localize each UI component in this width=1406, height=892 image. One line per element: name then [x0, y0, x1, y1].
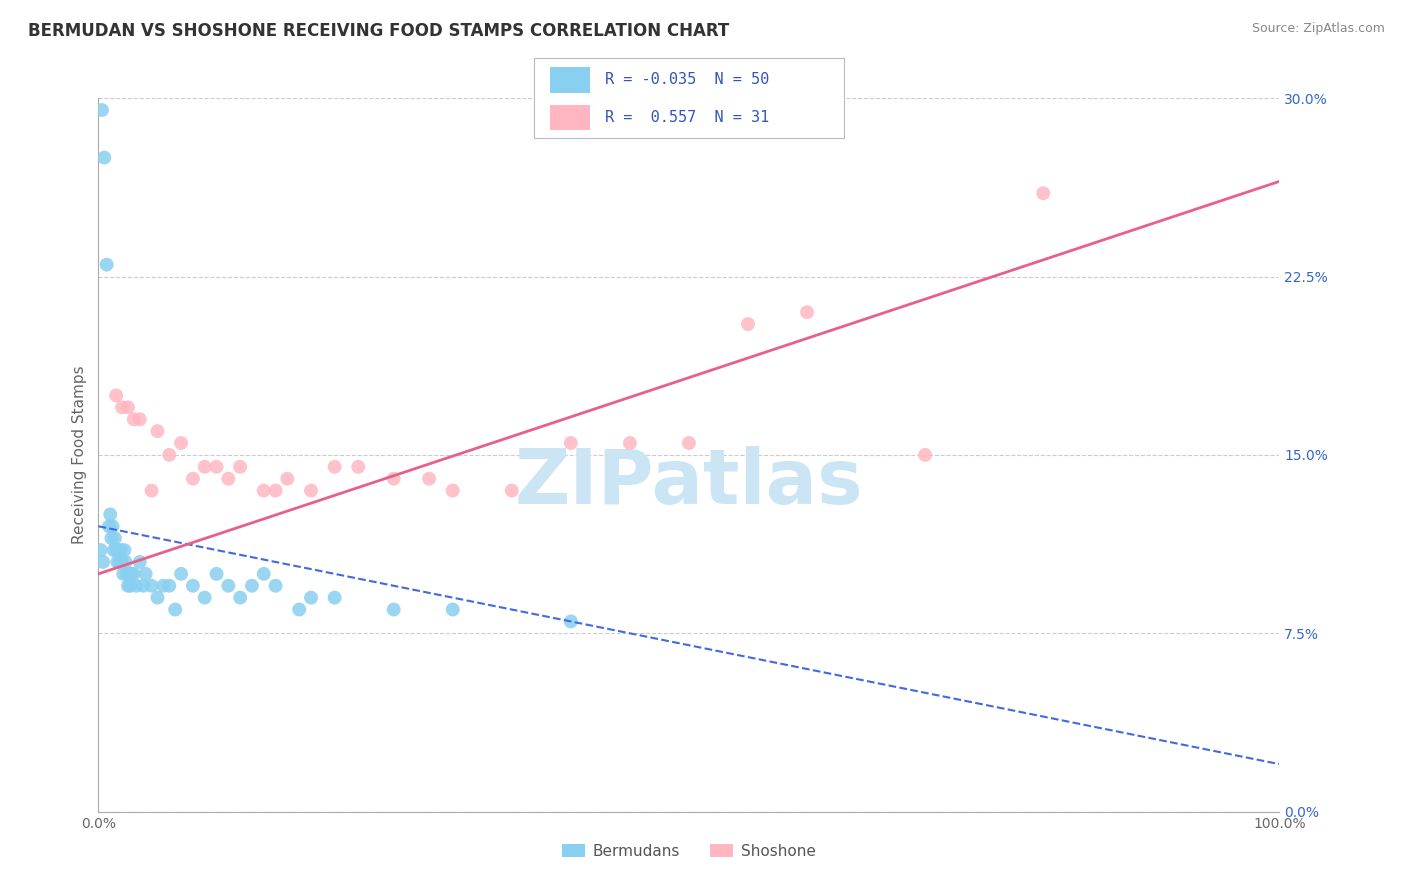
Point: [796, 305, 818, 319]
Point: [619, 436, 641, 450]
Bar: [550, 67, 591, 93]
Point: [122, 566, 145, 581]
Point: [441, 483, 464, 498]
Point: [205, 566, 228, 581]
Point: [104, 531, 127, 545]
Text: Source: ZipAtlas.com: Source: ZipAtlas.com: [1251, 22, 1385, 36]
Point: [101, 519, 124, 533]
Point: [382, 602, 405, 616]
Point: [115, 566, 138, 581]
Point: [501, 483, 523, 498]
Text: BERMUDAN VS SHOSHONE RECEIVING FOOD STAMPS CORRELATION CHART: BERMUDAN VS SHOSHONE RECEIVING FOOD STAM…: [28, 22, 730, 40]
Point: [678, 436, 700, 450]
Point: [194, 591, 217, 605]
Point: [288, 602, 311, 616]
Point: [382, 472, 405, 486]
Point: [108, 555, 131, 569]
Point: [121, 566, 143, 581]
Point: [128, 555, 150, 569]
Point: [122, 412, 145, 426]
Point: [98, 519, 121, 533]
Point: [120, 579, 142, 593]
Point: [110, 543, 132, 558]
Text: R = -0.035  N = 50: R = -0.035 N = 50: [606, 72, 769, 87]
Point: [1032, 186, 1054, 201]
Point: [132, 579, 155, 593]
Point: [253, 566, 276, 581]
Point: [105, 555, 128, 569]
Legend: Bermudans, Shoshone: Bermudans, Shoshone: [555, 838, 823, 864]
Point: [93, 151, 115, 165]
Point: [737, 317, 759, 331]
Text: R =  0.557  N = 31: R = 0.557 N = 31: [606, 110, 769, 125]
Point: [264, 579, 287, 593]
Point: [117, 579, 139, 593]
Point: [170, 566, 193, 581]
Point: [96, 258, 118, 272]
Point: [141, 483, 163, 498]
Point: [112, 566, 135, 581]
Point: [105, 543, 128, 558]
Point: [323, 459, 346, 474]
Point: [128, 412, 150, 426]
Point: [117, 401, 139, 415]
Point: [125, 579, 148, 593]
Point: [229, 459, 252, 474]
Point: [253, 483, 276, 498]
Point: [441, 602, 464, 616]
Point: [194, 459, 217, 474]
Point: [146, 591, 169, 605]
Text: ZIPatlas: ZIPatlas: [515, 447, 863, 520]
Point: [217, 579, 239, 593]
Point: [91, 555, 114, 569]
Point: [157, 448, 180, 462]
Point: [299, 591, 322, 605]
Point: [560, 615, 582, 629]
Point: [418, 472, 440, 486]
Point: [276, 472, 298, 486]
Point: [118, 566, 141, 581]
Point: [152, 579, 174, 593]
Point: [347, 459, 370, 474]
Point: [240, 579, 263, 593]
Point: [112, 543, 135, 558]
Point: [111, 555, 134, 569]
Point: [107, 543, 129, 558]
Point: [181, 579, 204, 593]
Point: [165, 602, 187, 616]
Point: [914, 448, 936, 462]
Y-axis label: Receiving Food Stamps: Receiving Food Stamps: [72, 366, 87, 544]
Point: [264, 483, 287, 498]
Bar: [550, 104, 591, 130]
Point: [323, 591, 346, 605]
Point: [141, 579, 163, 593]
Point: [157, 579, 180, 593]
Point: [105, 388, 128, 402]
Point: [205, 459, 228, 474]
Point: [100, 531, 122, 545]
Point: [135, 566, 157, 581]
Point: [217, 472, 239, 486]
Point: [299, 483, 322, 498]
Point: [91, 103, 114, 117]
Point: [181, 472, 204, 486]
Point: [170, 436, 193, 450]
Point: [103, 543, 125, 558]
Point: [111, 401, 134, 415]
Point: [114, 555, 136, 569]
Point: [90, 543, 112, 558]
Point: [229, 591, 252, 605]
Point: [560, 436, 582, 450]
Point: [146, 424, 169, 438]
Point: [98, 508, 121, 522]
